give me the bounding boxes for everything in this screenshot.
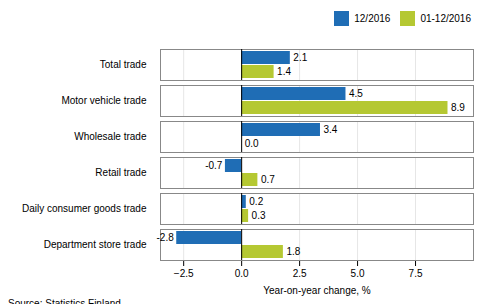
svg-text:Wholesale trade: Wholesale trade <box>74 131 147 142</box>
svg-text:0.3: 0.3 <box>252 210 266 221</box>
svg-text:8.9: 8.9 <box>451 102 465 113</box>
svg-text:−2.5: −2.5 <box>174 268 194 279</box>
svg-text:3.4: 3.4 <box>323 124 337 135</box>
svg-text:0.0: 0.0 <box>235 268 249 279</box>
html-text:12/2016: 12/2016 <box>354 13 391 24</box>
svg-text:1.8: 1.8 <box>286 246 300 257</box>
svg-text:0.2: 0.2 <box>249 196 263 207</box>
html-text:01-12/2016: 01-12/2016 <box>420 13 471 24</box>
svg-text:-0.7: -0.7 <box>205 160 223 171</box>
svg-text:Retail trade: Retail trade <box>95 167 147 178</box>
svg-text:-2.8: -2.8 <box>156 232 174 243</box>
svg-text:7.5: 7.5 <box>409 268 423 279</box>
svg-text:0.0: 0.0 <box>245 138 259 149</box>
svg-text:5.0: 5.0 <box>351 268 365 279</box>
svg-text:Total trade: Total trade <box>100 59 147 70</box>
svg-text:4.5: 4.5 <box>349 88 363 99</box>
svg-text:Department store trade: Department store trade <box>44 239 147 250</box>
svg-text:2.1: 2.1 <box>293 52 307 63</box>
svg-text:Year-on-year change, %: Year-on-year change, % <box>263 285 371 296</box>
svg-text:0.7: 0.7 <box>261 174 275 185</box>
svg-text:Daily consumer goods trade: Daily consumer goods trade <box>22 203 147 214</box>
svg-text:1.4: 1.4 <box>277 66 291 77</box>
svg-text:2.5: 2.5 <box>293 268 307 279</box>
svg-text:Motor vehicle trade: Motor vehicle trade <box>61 95 146 106</box>
